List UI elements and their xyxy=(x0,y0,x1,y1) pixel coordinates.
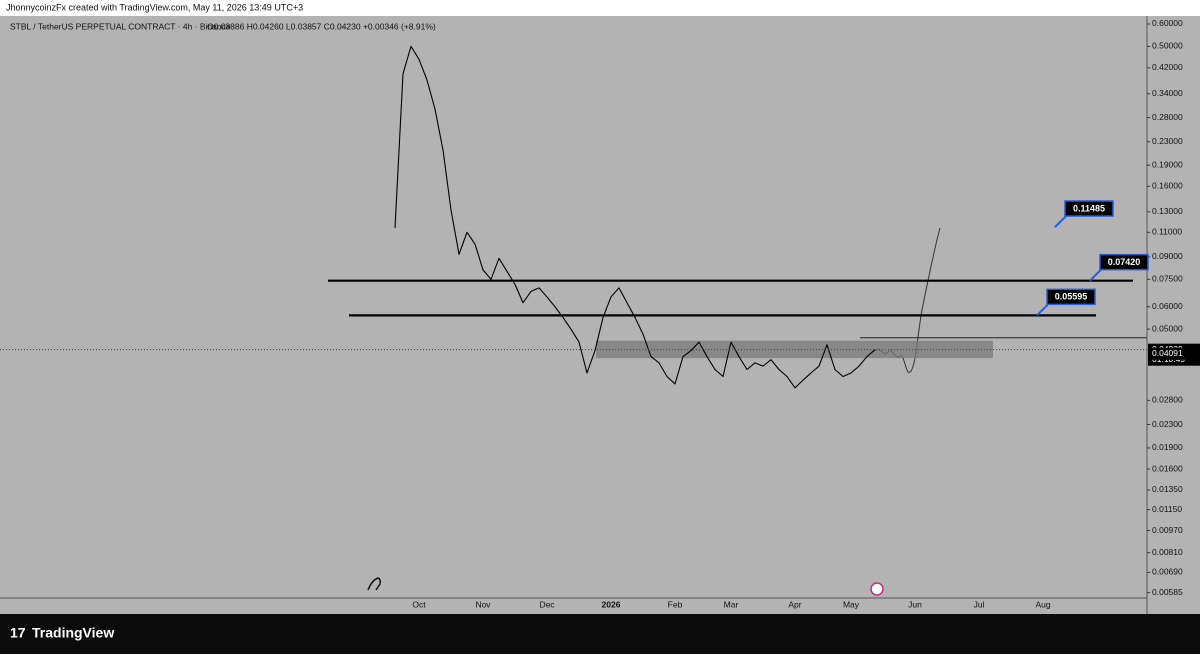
x-tick-label: Jul xyxy=(974,599,985,609)
level-label-box xyxy=(1064,200,1114,217)
x-tick-label: Nov xyxy=(475,599,491,609)
marker-price-box xyxy=(1148,347,1200,360)
y-tick-label: 0.13000 xyxy=(1152,206,1183,216)
footer-bar xyxy=(0,614,1200,654)
y-tick-label: 0.42000 xyxy=(1152,62,1183,72)
y-tick-label: 0.50000 xyxy=(1152,41,1183,51)
symbol: STBL / TetherUS PERPETUAL CONTRACT · 4h … xyxy=(10,21,231,31)
x-tick-label: Feb xyxy=(668,599,683,609)
logo-mark: 17 xyxy=(10,625,26,641)
y-tick-label: 0.09000 xyxy=(1152,251,1183,261)
x-tick-label: Oct xyxy=(412,599,426,609)
price-line xyxy=(394,45,876,389)
x-tick-label: Apr xyxy=(788,599,801,609)
x-tick-label: 2026 xyxy=(602,599,621,609)
x-tick-label: Dec xyxy=(539,599,555,609)
support-zone xyxy=(596,340,993,359)
y-tick-label: 0.00810 xyxy=(1152,547,1183,557)
y-tick-label: 0.34000 xyxy=(1152,88,1183,98)
credit-bar xyxy=(0,0,1200,16)
y-tick-label: 0.16000 xyxy=(1152,181,1183,191)
credit: JhonnycoinzFx created with TradingView.c… xyxy=(6,2,303,12)
y-tick-label: 0.60000 xyxy=(1152,18,1183,28)
x-tick-label: May xyxy=(843,599,860,609)
level-label: 0.11485 xyxy=(1073,203,1105,213)
marker-price-label: 0.04091 xyxy=(1152,348,1183,358)
brand: TradingView xyxy=(32,625,114,641)
y-tick-label: 0.11000 xyxy=(1152,227,1182,237)
logo-icon xyxy=(367,577,381,591)
x-tick-label: Jun xyxy=(908,599,922,609)
level-label: 0.05595 xyxy=(1055,292,1088,302)
y-tick-label: 0.28000 xyxy=(1152,112,1183,122)
y-tick-label: 0.01150 xyxy=(1152,504,1182,514)
y-tick-label: 0.00690 xyxy=(1152,567,1183,577)
level-label: 0.07420 xyxy=(1108,257,1141,267)
y-tick-label: 0.02300 xyxy=(1152,419,1183,429)
x-tick-label: Mar xyxy=(724,599,739,609)
event-icon xyxy=(870,582,884,596)
level-label-box xyxy=(1099,253,1149,271)
y-tick-label: 0.07500 xyxy=(1152,274,1183,284)
y-tick-label: 0.23000 xyxy=(1152,136,1183,146)
y-tick-label: 0.01350 xyxy=(1152,484,1183,494)
y-tick-label: 0.02800 xyxy=(1152,395,1183,405)
y-tick-label: 0.01600 xyxy=(1152,463,1183,473)
y-tick-label: 0.06000 xyxy=(1152,301,1183,311)
x-tick-label: Aug xyxy=(1035,599,1050,609)
y-tick-label: 0.00585 xyxy=(1152,587,1183,597)
y-tick-label: 0.01900 xyxy=(1152,442,1183,452)
level-label-box xyxy=(1046,288,1096,306)
y-tick-label: 0.19000 xyxy=(1152,159,1183,169)
ohlc: O0.03886 H0.04260 L0.03857 C0.04230 +0.0… xyxy=(207,21,436,31)
y-tick-label: 0.05000 xyxy=(1152,323,1183,333)
y-tick-label: 0.00970 xyxy=(1152,525,1183,535)
